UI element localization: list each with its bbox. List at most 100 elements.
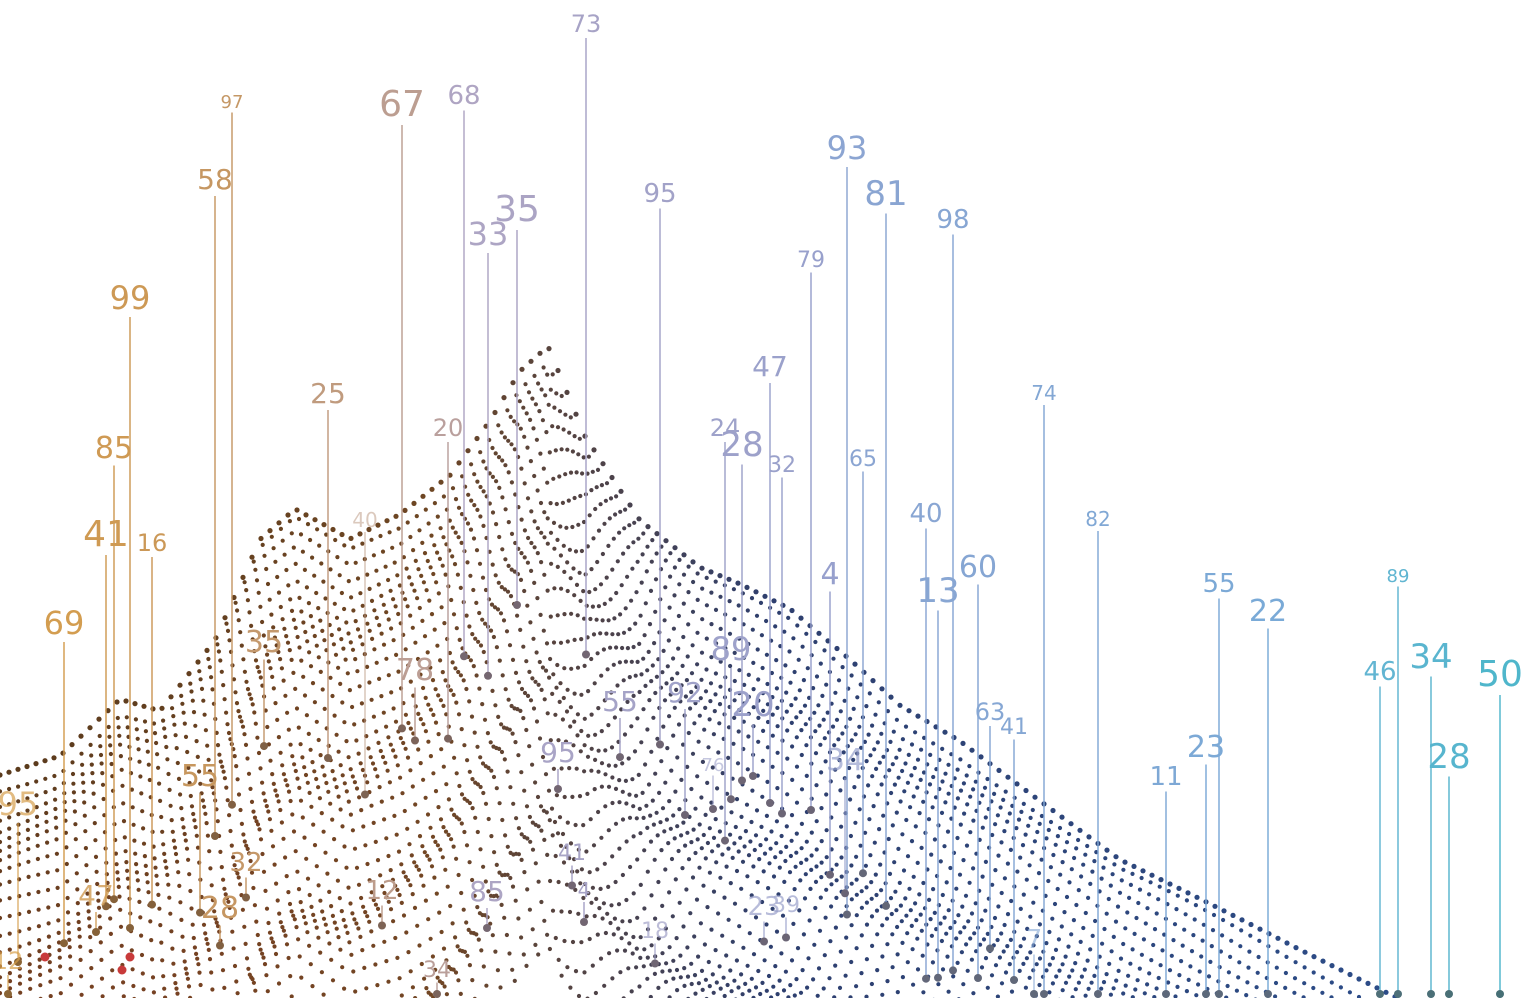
- terrain-dot: [356, 751, 361, 756]
- terrain-dot: [692, 973, 698, 978]
- terrain-dot: [469, 714, 475, 719]
- terrain-dot: [859, 933, 864, 938]
- terrain-dot: [415, 656, 421, 662]
- terrain-dot: [777, 610, 782, 615]
- terrain-dot: [662, 698, 668, 703]
- terrain-dot: [488, 740, 493, 745]
- terrain-dot: [56, 918, 61, 923]
- terrain-dot: [709, 655, 714, 660]
- terrain-dot: [885, 942, 890, 947]
- terrain-dot: [37, 957, 42, 962]
- terrain-dot: [1076, 837, 1081, 843]
- terrain-dot: [636, 772, 641, 778]
- terrain-dot: [1109, 949, 1114, 954]
- stem-anchor-dot: [882, 901, 890, 910]
- terrain-dot: [514, 816, 519, 821]
- terrain-dot: [739, 972, 744, 977]
- terrain-dot: [434, 580, 439, 585]
- terrain-dot: [954, 936, 959, 941]
- terrain-dot: [547, 450, 552, 455]
- terrain-dot: [467, 769, 472, 774]
- terrain-dot: [563, 739, 569, 744]
- terrain-dot: [503, 507, 508, 512]
- terrain-dot: [498, 611, 504, 616]
- terrain-dot: [589, 656, 594, 662]
- terrain-dot: [794, 764, 800, 769]
- terrain-dot: [785, 756, 790, 761]
- terrain-dot: [560, 500, 566, 505]
- terrain-dot: [897, 747, 902, 752]
- stem-anchor-dot: [211, 832, 219, 840]
- terrain-dot: [457, 783, 462, 789]
- terrain-dot: [675, 988, 680, 993]
- label-20-mid: 20: [731, 685, 774, 725]
- terrain-dot: [186, 671, 192, 677]
- terrain-dot: [548, 387, 553, 392]
- terrain-dot: [671, 958, 676, 963]
- terrain-dot: [295, 579, 300, 584]
- terrain-dot: [185, 749, 190, 755]
- terrain-dot: [739, 814, 744, 820]
- label-18: 18: [641, 919, 669, 944]
- terrain-dot: [746, 734, 751, 739]
- terrain-dot: [433, 687, 438, 692]
- terrain-dot: [1051, 852, 1056, 858]
- terrain-dot: [475, 507, 480, 512]
- terrain-dot: [677, 557, 682, 563]
- terrain-dot: [342, 986, 347, 991]
- terrain-dot: [967, 880, 972, 885]
- terrain-dot: [659, 759, 664, 764]
- terrain-dot: [972, 931, 977, 936]
- terrain-dot: [449, 597, 454, 603]
- terrain-dot: [809, 830, 814, 835]
- terrain-dot: [197, 669, 202, 674]
- terrain-dot: [575, 613, 580, 618]
- terrain-dot: [819, 806, 824, 811]
- label-98: 98: [936, 205, 969, 235]
- terrain-dot: [1070, 968, 1075, 973]
- terrain-dot: [493, 703, 498, 708]
- terrain-dot: [1311, 985, 1316, 991]
- terrain-dot: [331, 642, 336, 647]
- terrain-dot: [121, 801, 126, 806]
- terrain-dot: [534, 437, 540, 442]
- terrain-dot: [672, 836, 677, 841]
- terrain-dot: [897, 702, 903, 708]
- terrain-dot: [240, 724, 246, 729]
- label-33: 33: [468, 215, 509, 253]
- terrain-dot: [1030, 807, 1035, 813]
- terrain-dot: [489, 602, 495, 607]
- terrain-dot: [83, 829, 88, 834]
- terrain-dot: [736, 603, 741, 608]
- terrain-dot: [391, 748, 396, 753]
- terrain-dot: [1131, 863, 1137, 870]
- terrain-dot: [751, 995, 756, 998]
- terrain-dot: [181, 948, 186, 954]
- terrain-dot: [7, 826, 12, 831]
- terrain-dot: [581, 455, 586, 460]
- terrain-dot: [243, 742, 249, 748]
- terrain-dot: [758, 991, 763, 997]
- terrain-dot: [849, 673, 854, 678]
- terrain-dot: [848, 716, 853, 721]
- terrain-dot: [603, 748, 608, 753]
- terrain-dot: [575, 665, 581, 670]
- terrain-dot: [851, 757, 856, 763]
- terrain-dot: [854, 854, 859, 859]
- terrain-dot: [829, 904, 834, 909]
- terrain-dot: [903, 896, 908, 901]
- terrain-dot: [470, 777, 475, 782]
- terrain-dot: [654, 531, 660, 537]
- terrain-dot: [672, 565, 678, 570]
- terrain-dot: [817, 928, 823, 933]
- terrain-dot: [406, 950, 411, 955]
- terrain-dot: [290, 754, 295, 759]
- terrain-dot: [651, 715, 656, 720]
- terrain-dot: [344, 789, 349, 794]
- terrain-dot: [93, 838, 98, 843]
- terrain-dot: [676, 722, 682, 727]
- terrain-dot: [381, 642, 387, 647]
- terrain-dot: [894, 755, 899, 760]
- label-32-left: 32: [229, 848, 262, 878]
- terrain-dot: [1117, 890, 1123, 895]
